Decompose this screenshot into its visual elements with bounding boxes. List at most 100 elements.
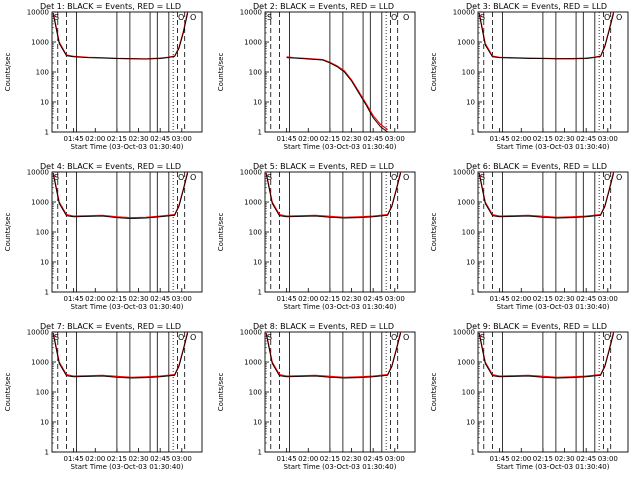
x-tick-label: 01:45: [490, 295, 510, 303]
lld-series-line: [478, 331, 615, 378]
events-series-line: [52, 333, 189, 379]
marker-label: O: [604, 13, 610, 22]
x-tick-label: 03:00: [598, 295, 618, 303]
plot-frame: [264, 171, 416, 293]
y-tick-label: 1: [45, 449, 49, 457]
x-tick-label: 02:15: [320, 455, 340, 463]
y-tick-label: 10000: [27, 9, 49, 17]
y-tick-label: 100: [36, 389, 49, 397]
x-tick-label: 02:15: [533, 455, 553, 463]
y-tick-label: 100: [249, 389, 262, 397]
y-tick-label: 100: [249, 229, 262, 237]
detector-panel-5: Det 5: BLACK = Events, RED = LLD S O O 1 10 10…: [213, 160, 426, 320]
detector-panel-2: Det 2: BLACK = Events, RED = LLD S O O 1 10 10…: [213, 0, 426, 160]
plot-frame: [477, 331, 629, 453]
y-tick-label: 10000: [27, 169, 49, 177]
x-tick-label: 02:15: [107, 455, 127, 463]
x-tick-label: 03:00: [385, 295, 405, 303]
x-tick-label: 02:00: [511, 455, 531, 463]
marker-label: S: [480, 13, 485, 22]
x-tick-label: 03:00: [598, 455, 618, 463]
y-tick-label: 10: [40, 419, 49, 427]
marker-label: O: [403, 173, 409, 182]
panel-title: Det 9: BLACK = Events, RED = LLD: [466, 322, 607, 331]
marker-label: S: [54, 333, 59, 342]
panel-title: Det 6: BLACK = Events, RED = LLD: [466, 162, 607, 171]
marker-label: S: [267, 13, 272, 22]
events-series-line: [286, 57, 388, 133]
lld-series-line: [52, 11, 189, 60]
marker-label: O: [616, 13, 622, 22]
marker-label: O: [403, 333, 409, 342]
x-axis-label: Start Time (03-Oct-03 01:30:40): [497, 303, 610, 311]
y-axis-label: Counts/sec: [4, 373, 12, 412]
y-axis-label: Counts/sec: [217, 53, 225, 92]
y-axis-label: Counts/sec: [4, 53, 12, 92]
marker-label: S: [54, 13, 59, 22]
y-tick-label: 1: [471, 449, 475, 457]
plot-frame: [51, 11, 203, 133]
marker-label: O: [604, 173, 610, 182]
y-tick-label: 1000: [31, 39, 49, 47]
y-axis-label: Counts/sec: [430, 53, 438, 92]
x-tick-label: 02:00: [298, 455, 318, 463]
marker-label: O: [190, 13, 196, 22]
x-tick-label: 01:45: [490, 135, 510, 143]
events-series-line: [478, 173, 615, 219]
x-axis-label: Start Time (03-Oct-03 01:30:40): [71, 463, 184, 471]
marker-label: O: [190, 173, 196, 182]
x-tick-label: 02:45: [150, 455, 170, 463]
panel-title: Det 7: BLACK = Events, RED = LLD: [40, 322, 181, 331]
events-series-line: [52, 13, 189, 60]
x-tick-label: 02:45: [363, 295, 383, 303]
y-tick-label: 10000: [453, 9, 475, 17]
y-axis-label: Counts/sec: [217, 213, 225, 252]
detector-panel-1: Det 1: BLACK = Events, RED = LLD S O O 1 10 10…: [0, 0, 213, 160]
lld-series-line: [286, 56, 388, 131]
y-tick-label: 1: [258, 289, 262, 297]
lld-series-line: [52, 171, 189, 219]
plot-frame: [51, 171, 203, 293]
x-tick-label: 02:45: [150, 135, 170, 143]
x-tick-label: 02:00: [298, 295, 318, 303]
y-tick-label: 10000: [453, 329, 475, 337]
x-axis-label: Start Time (03-Oct-03 01:30:40): [497, 143, 610, 151]
x-tick-label: 03:00: [172, 135, 192, 143]
y-tick-label: 10: [40, 259, 49, 267]
events-series-line: [265, 173, 402, 219]
x-tick-label: 02:30: [128, 135, 148, 143]
y-tick-label: 1000: [457, 199, 475, 207]
x-tick-label: 03:00: [172, 455, 192, 463]
y-tick-label: 10: [466, 259, 475, 267]
x-tick-label: 02:30: [554, 135, 574, 143]
detector-panel-9: Det 9: BLACK = Events, RED = LLD S O O 1 10 10…: [426, 320, 639, 480]
x-tick-label: 02:15: [107, 295, 127, 303]
plot-frame: [264, 11, 416, 133]
x-tick-label: 02:00: [85, 135, 105, 143]
marker-label: S: [480, 173, 485, 182]
panel-plot-svg: Det 7: BLACK = Events, RED = LLD S O O 1 10 10…: [4, 322, 203, 471]
y-tick-label: 1000: [244, 39, 262, 47]
x-tick-label: 01:45: [277, 295, 297, 303]
detector-panel-7: Det 7: BLACK = Events, RED = LLD S O O 1 10 10…: [0, 320, 213, 480]
y-tick-label: 10000: [240, 169, 262, 177]
y-tick-label: 10000: [240, 329, 262, 337]
panel-plot-svg: Det 8: BLACK = Events, RED = LLD S O O 1 10 10…: [217, 322, 416, 471]
x-tick-label: 03:00: [598, 135, 618, 143]
lld-series-line: [52, 331, 189, 378]
x-tick-label: 02:30: [341, 295, 361, 303]
lld-series-line: [478, 11, 615, 60]
panel-plot-svg: Det 2: BLACK = Events, RED = LLD S O O 1 10 10…: [217, 2, 416, 151]
x-tick-label: 02:00: [85, 455, 105, 463]
plot-frame: [477, 171, 629, 293]
y-tick-label: 10000: [453, 169, 475, 177]
panel-title: Det 2: BLACK = Events, RED = LLD: [253, 2, 394, 11]
x-tick-label: 02:15: [320, 135, 340, 143]
panel-plot-svg: Det 6: BLACK = Events, RED = LLD S O O 1 10 10…: [430, 162, 629, 311]
x-tick-label: 03:00: [172, 295, 192, 303]
detector-panel-3: Det 3: BLACK = Events, RED = LLD S O O 1 10 10…: [426, 0, 639, 160]
x-tick-label: 02:00: [85, 295, 105, 303]
lld-series-line: [265, 331, 402, 378]
plot-frame: [477, 11, 629, 133]
marker-label: O: [391, 333, 397, 342]
